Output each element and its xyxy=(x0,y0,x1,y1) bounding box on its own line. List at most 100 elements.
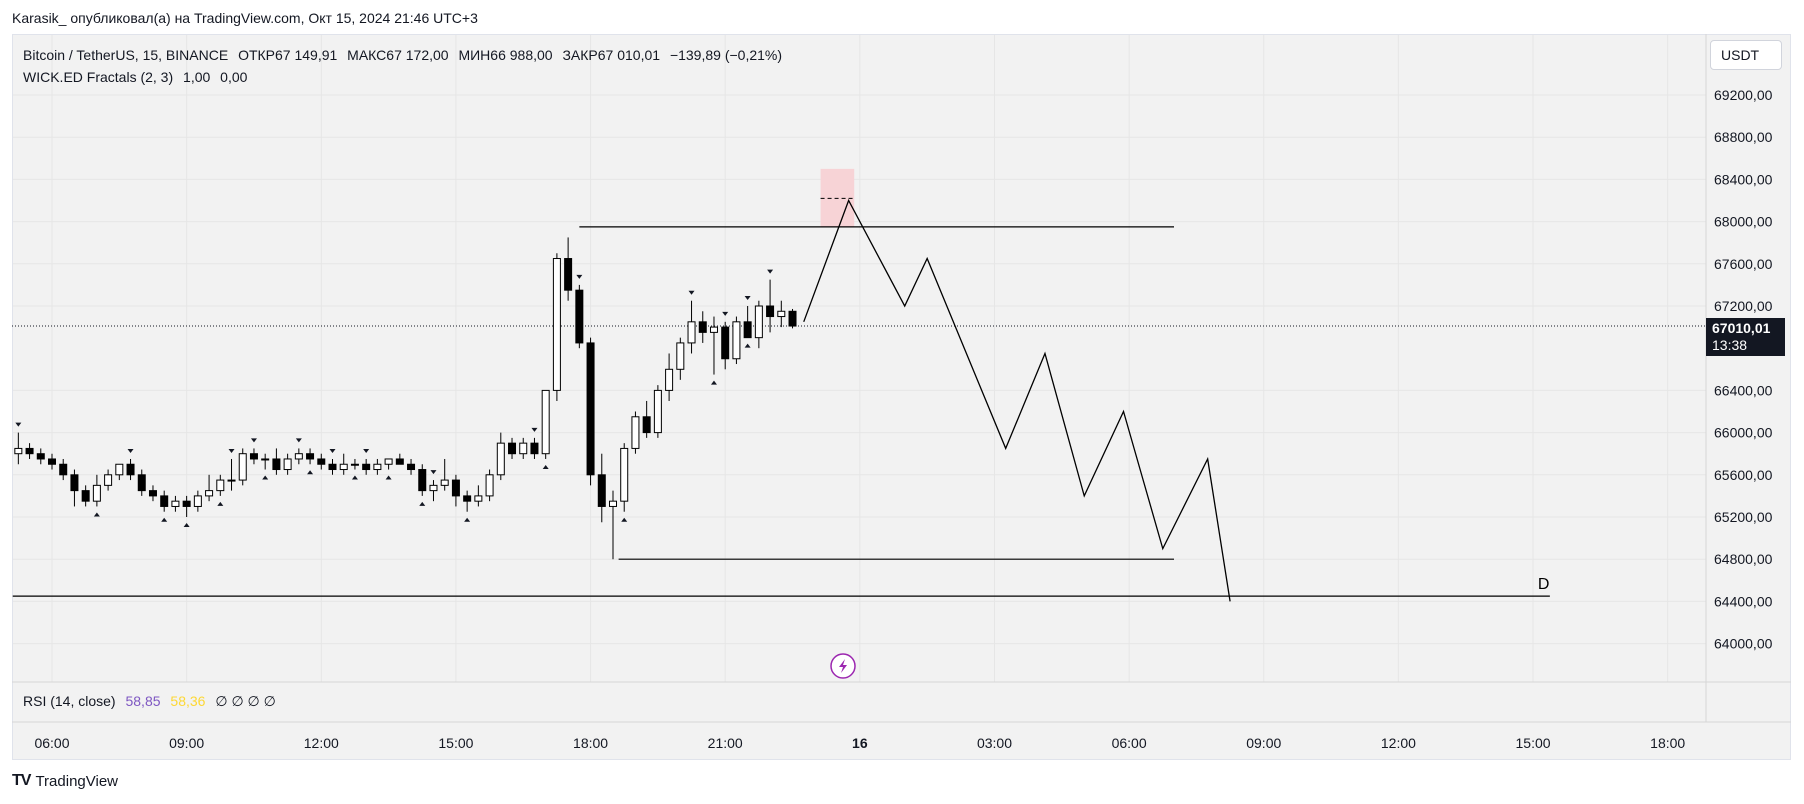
candle-body xyxy=(766,305,775,318)
currency-button[interactable]: USDT xyxy=(1710,40,1782,70)
legend-row-indicator: WICK.ED Fractals (2, 3) 1,00 0,00 xyxy=(23,66,788,88)
y-axis-tick-label: 65600,00 xyxy=(1714,467,1773,483)
indicator-name[interactable]: WICK.ED Fractals (2, 3) xyxy=(23,69,174,85)
candle-body xyxy=(788,310,797,327)
candle-body xyxy=(552,258,561,391)
fractal-up-marker xyxy=(127,448,134,453)
candle-body xyxy=(126,463,135,476)
fractal-up-marker xyxy=(767,269,774,274)
candle-body xyxy=(653,389,662,434)
y-axis-tick-label: 68800,00 xyxy=(1714,129,1773,145)
bar-countdown: 13:38 xyxy=(1712,337,1748,353)
x-axis-tick-label: 12:00 xyxy=(304,735,339,751)
fractal-down-marker xyxy=(183,523,190,527)
candle-body xyxy=(642,416,651,434)
x-axis-tick-label: 21:00 xyxy=(708,735,743,751)
fractal-up-marker xyxy=(722,311,729,316)
candle-body xyxy=(362,463,371,471)
x-axis-tick-label: 03:00 xyxy=(977,735,1012,751)
legend-symbol[interactable]: Bitcoin / TetherUS, 15, BINANCE xyxy=(23,47,229,63)
x-axis-tick-label: 18:00 xyxy=(1650,735,1685,751)
candle-body xyxy=(339,463,348,471)
candle-body xyxy=(687,321,696,344)
candle-body xyxy=(205,490,214,497)
candle-body xyxy=(283,458,292,471)
fractal-up-marker xyxy=(576,274,583,279)
candle-body xyxy=(137,474,146,492)
legend-close: ЗАКР67 010,01 xyxy=(562,47,661,63)
fractal-up-marker xyxy=(430,470,437,475)
indicator-value-2: 0,00 xyxy=(220,69,248,85)
candle-body xyxy=(709,326,718,333)
candle-body xyxy=(631,416,640,449)
candle-body xyxy=(92,484,101,502)
candle-body xyxy=(496,442,505,476)
candle-body xyxy=(665,368,674,391)
candle-body xyxy=(104,474,113,486)
level-d-label: D xyxy=(1538,576,1550,593)
x-axis-tick-label: 09:00 xyxy=(1246,735,1281,751)
y-axis-tick-label: 65200,00 xyxy=(1714,509,1773,525)
y-axis-tick-label: 69200,00 xyxy=(1714,87,1773,103)
candle-body xyxy=(429,484,438,492)
candle-body xyxy=(777,310,786,318)
candle-body xyxy=(227,479,236,482)
fractal-down-marker xyxy=(621,517,628,522)
legend-low: МИН66 988,00 xyxy=(458,47,553,63)
fractal-down-marker xyxy=(385,475,392,480)
candle-body xyxy=(597,474,606,507)
projection-path xyxy=(803,198,1231,602)
candle-body xyxy=(721,326,730,360)
candle-body xyxy=(519,442,528,455)
candle-body xyxy=(676,342,685,370)
last-price-value: 67010,01 xyxy=(1712,320,1771,336)
candle-body xyxy=(451,479,460,497)
supply-zone xyxy=(820,168,855,227)
x-axis-tick-label: 15:00 xyxy=(1516,735,1551,751)
footer-brand[interactable]: TV TradingView xyxy=(12,772,118,790)
candle-body xyxy=(182,500,191,507)
candle-body xyxy=(115,463,124,476)
y-axis-tick-label: 66000,00 xyxy=(1714,425,1773,441)
candle-body xyxy=(261,458,270,461)
candle-body xyxy=(463,495,472,502)
candle-body xyxy=(249,453,258,460)
candle-body xyxy=(620,447,629,502)
fractal-down-marker xyxy=(161,517,168,522)
candle-body xyxy=(70,474,79,492)
legend-high: МАКС67 172,00 xyxy=(347,47,449,63)
fractal-up-marker xyxy=(250,438,257,443)
x-axis-tick-label: 12:00 xyxy=(1381,735,1416,751)
candle-body xyxy=(440,479,449,486)
candle-body xyxy=(586,342,595,476)
fractal-down-marker xyxy=(351,475,358,480)
rsi-label[interactable]: RSI (14, close) xyxy=(23,693,116,709)
last-price-badge: 67010,01 13:38 xyxy=(1706,318,1785,356)
y-axis-tick-label: 66400,00 xyxy=(1714,382,1773,398)
y-axis-tick-label: 67600,00 xyxy=(1714,256,1773,272)
candle-body xyxy=(238,453,247,481)
y-axis-tick-label: 68400,00 xyxy=(1714,171,1773,187)
candle-body xyxy=(328,463,337,471)
indicator-value-1: 1,00 xyxy=(183,69,211,85)
candle-body xyxy=(48,458,56,465)
rsi-value-1: 58,85 xyxy=(125,693,161,709)
x-axis-tick-label: 06:00 xyxy=(1112,735,1147,751)
y-axis-tick-label: 67200,00 xyxy=(1714,298,1773,314)
candle-body xyxy=(564,258,573,291)
candle-body xyxy=(530,442,539,455)
candle-body xyxy=(474,495,483,502)
rsi-legend: RSI (14, close) 58,85 58,36 ∅ ∅ ∅ ∅ xyxy=(23,693,282,710)
candle-body xyxy=(384,458,393,465)
fractal-up-marker xyxy=(329,448,336,453)
fractal-up-marker xyxy=(295,438,302,443)
chart-panel[interactable] xyxy=(12,34,1791,760)
candle-body xyxy=(698,321,707,333)
rsi-null-values: ∅ ∅ ∅ ∅ xyxy=(215,693,276,709)
fractal-down-marker xyxy=(419,501,426,506)
fractal-down-marker xyxy=(710,380,717,385)
candle-body xyxy=(541,389,550,455)
candle-body xyxy=(754,305,763,339)
x-axis-tick-label: 16 xyxy=(852,735,868,751)
